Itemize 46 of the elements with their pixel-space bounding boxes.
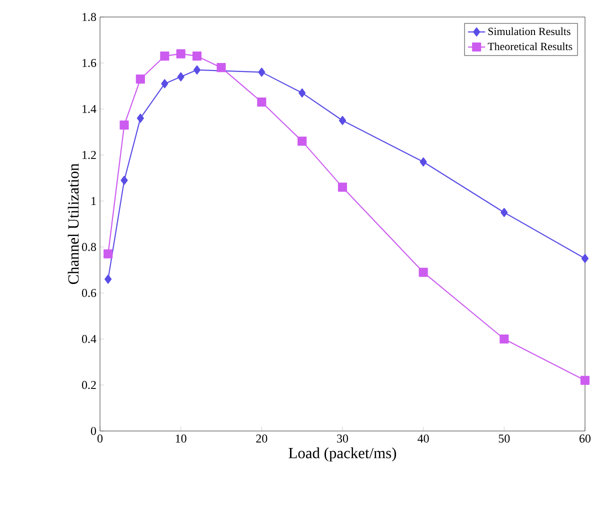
point	[420, 157, 427, 166]
point	[418, 268, 428, 277]
point	[581, 254, 589, 264]
point	[177, 72, 184, 82]
point	[161, 79, 168, 88]
x-tick-label: 50	[498, 434, 510, 443]
point	[257, 98, 266, 107]
y-tick-label: 1.2	[82, 150, 96, 160]
point	[120, 120, 129, 130]
y-tick-label: 0.6	[82, 288, 96, 298]
point	[193, 65, 201, 74]
y-tick-label: 1.6	[82, 58, 96, 68]
point	[298, 136, 307, 146]
x-axis-title: Load (packet/ms)	[288, 447, 396, 462]
x-tick-label: 30	[337, 434, 348, 443]
point	[104, 249, 113, 258]
point	[136, 74, 145, 84]
point	[338, 182, 348, 192]
y-tick-label: 0.4	[82, 334, 96, 344]
y-tick-label: 0.2	[82, 380, 96, 390]
point	[580, 376, 590, 385]
x-tick-label: 0	[97, 434, 103, 443]
y-tick-label: 1.4	[82, 104, 96, 114]
y-tick-label: 1	[92, 197, 96, 205]
x-tick-label: 40	[418, 434, 429, 443]
y-tick-label: 0.8	[82, 242, 96, 252]
y-tick-label: 1.8	[82, 12, 96, 22]
point	[298, 88, 306, 98]
point	[338, 116, 346, 126]
point	[120, 176, 128, 185]
legend-label: Theoretical Results	[488, 42, 572, 50]
point	[500, 334, 509, 344]
point	[160, 52, 170, 61]
point	[136, 114, 144, 123]
point	[104, 274, 112, 284]
point	[176, 49, 186, 58]
point	[216, 63, 226, 72]
x-tick-label: 10	[176, 434, 186, 443]
y-tick-label: 0	[90, 426, 96, 436]
y-axis-title: Channel Utilization	[68, 164, 79, 284]
point	[500, 208, 508, 218]
legend-label: Simulation Results	[488, 27, 570, 36]
point	[258, 68, 266, 77]
point	[192, 52, 202, 61]
x-tick-label: 20	[256, 434, 268, 443]
x-tick-label: 60	[580, 434, 591, 443]
